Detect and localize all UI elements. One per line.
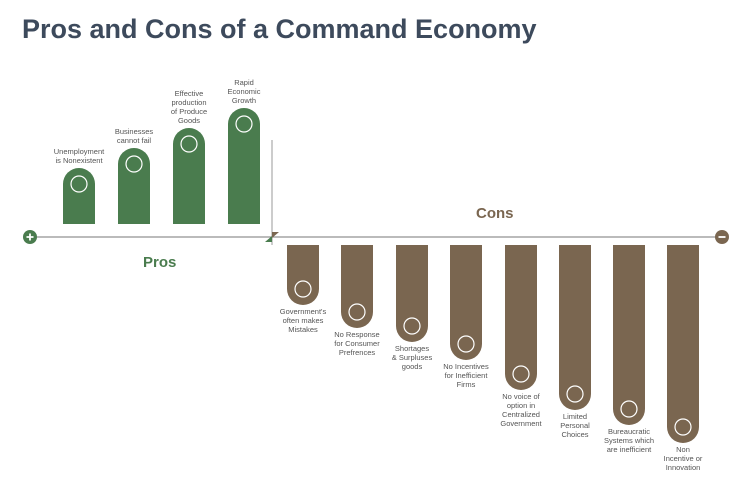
- con-bar: [396, 245, 428, 342]
- item-label: Limited Personal Choices: [560, 412, 590, 439]
- icon: [180, 135, 198, 153]
- con-bar: [450, 245, 482, 360]
- cons-heading: Cons: [476, 205, 514, 222]
- item-label: Shortages & Surpluses goods: [391, 344, 433, 371]
- pro-bar: [228, 108, 260, 224]
- icon: [457, 335, 475, 353]
- con-bar: [667, 245, 699, 443]
- item-label: No voice of option in Centralized Govern…: [500, 392, 542, 428]
- con-bar: [613, 245, 645, 425]
- item-label: Government's often makes Mistakes: [279, 307, 327, 334]
- icon: [125, 155, 143, 173]
- item-label: No Response for Consumer Prefrences: [334, 330, 380, 357]
- item-label: Effective production of Produce Goods: [170, 89, 208, 125]
- pro-bar: [118, 148, 150, 224]
- icon: [235, 115, 253, 133]
- icon: [70, 175, 88, 193]
- marker: [272, 232, 279, 238]
- icon: [294, 280, 312, 298]
- pros-heading: Pros: [143, 254, 177, 271]
- item-label: Bureaucratic Systems which are inefficie…: [603, 427, 654, 454]
- icon: [674, 418, 692, 436]
- icon: [403, 317, 421, 335]
- title: Pros and Cons of a Command Economy: [22, 14, 537, 44]
- marker: [265, 236, 272, 242]
- item-label: Non Incentive or Innovation: [663, 445, 703, 472]
- item-label: Rapid Economic Growth: [227, 78, 261, 105]
- con-bar: [505, 245, 537, 390]
- item-label: Businesses cannot fail: [114, 127, 154, 145]
- con-bar: [287, 245, 319, 305]
- item-label: Unemployment is Nonexistent: [53, 147, 105, 165]
- icon: [620, 400, 638, 418]
- icon: [566, 385, 584, 403]
- plus-sign: [26, 233, 34, 241]
- icon: [512, 365, 530, 383]
- pro-bar: [173, 128, 205, 224]
- con-bar: [559, 245, 591, 410]
- icon: [348, 303, 366, 321]
- item-label: No Incentives for Inefficient Firms: [443, 362, 489, 389]
- con-bar: [341, 245, 373, 328]
